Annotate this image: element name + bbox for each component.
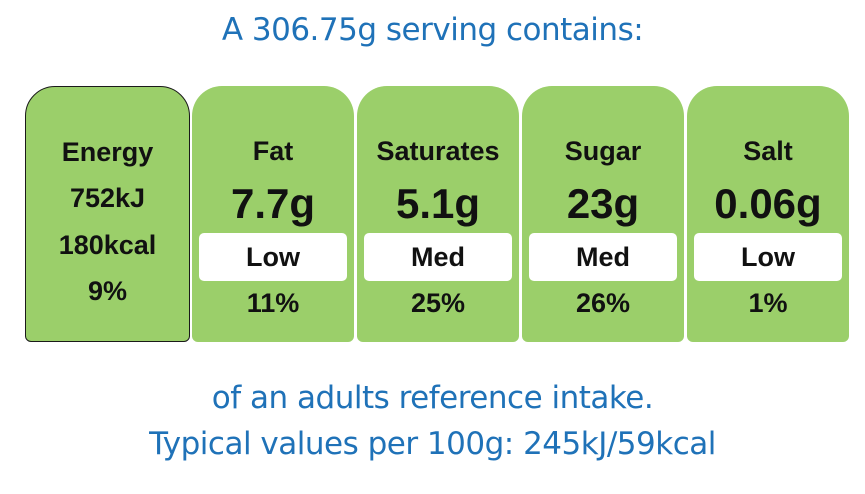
sugar-value: 23g — [566, 180, 640, 227]
fat-value: 7.7g — [230, 180, 316, 227]
saturates-label: Saturates — [376, 136, 500, 166]
energy-label: Energy — [61, 137, 154, 167]
fat-percent: 11% — [246, 288, 300, 318]
salt-level-badge: Low — [694, 233, 842, 281]
salt-percent: 1% — [748, 288, 788, 318]
energy-kcal: 180kcal — [58, 230, 157, 260]
energy-kj: 752kJ — [69, 183, 146, 213]
saturates-card: Saturates 5.1g Med 25% — [357, 86, 519, 342]
salt-label: Salt — [743, 136, 793, 166]
saturates-level-badge: Med — [364, 233, 512, 281]
serving-title: A 306.75g serving contains: — [221, 12, 644, 48]
saturates-percent: 25% — [410, 288, 466, 318]
sugar-level-badge: Med — [529, 233, 677, 281]
saturates-value: 5.1g — [395, 180, 481, 227]
salt-value: 0.06g — [714, 180, 822, 227]
sugar-label: Sugar — [564, 136, 642, 166]
energy-percent: 9% — [87, 276, 128, 306]
reference-intake-note: of an adults reference intake. — [211, 380, 654, 416]
sugar-percent: 26% — [575, 288, 631, 318]
typical-values-note: Typical values per 100g: 245kJ/59kcal — [149, 426, 716, 462]
energy-card: Energy 752kJ 180kcal 9% — [25, 86, 190, 342]
fat-level-badge: Low — [199, 233, 347, 281]
salt-card: Salt 0.06g Low 1% — [687, 86, 849, 342]
fat-label: Fat — [252, 136, 294, 166]
fat-card: Fat 7.7g Low 11% — [192, 86, 354, 342]
sugar-card: Sugar 23g Med 26% — [522, 86, 684, 342]
